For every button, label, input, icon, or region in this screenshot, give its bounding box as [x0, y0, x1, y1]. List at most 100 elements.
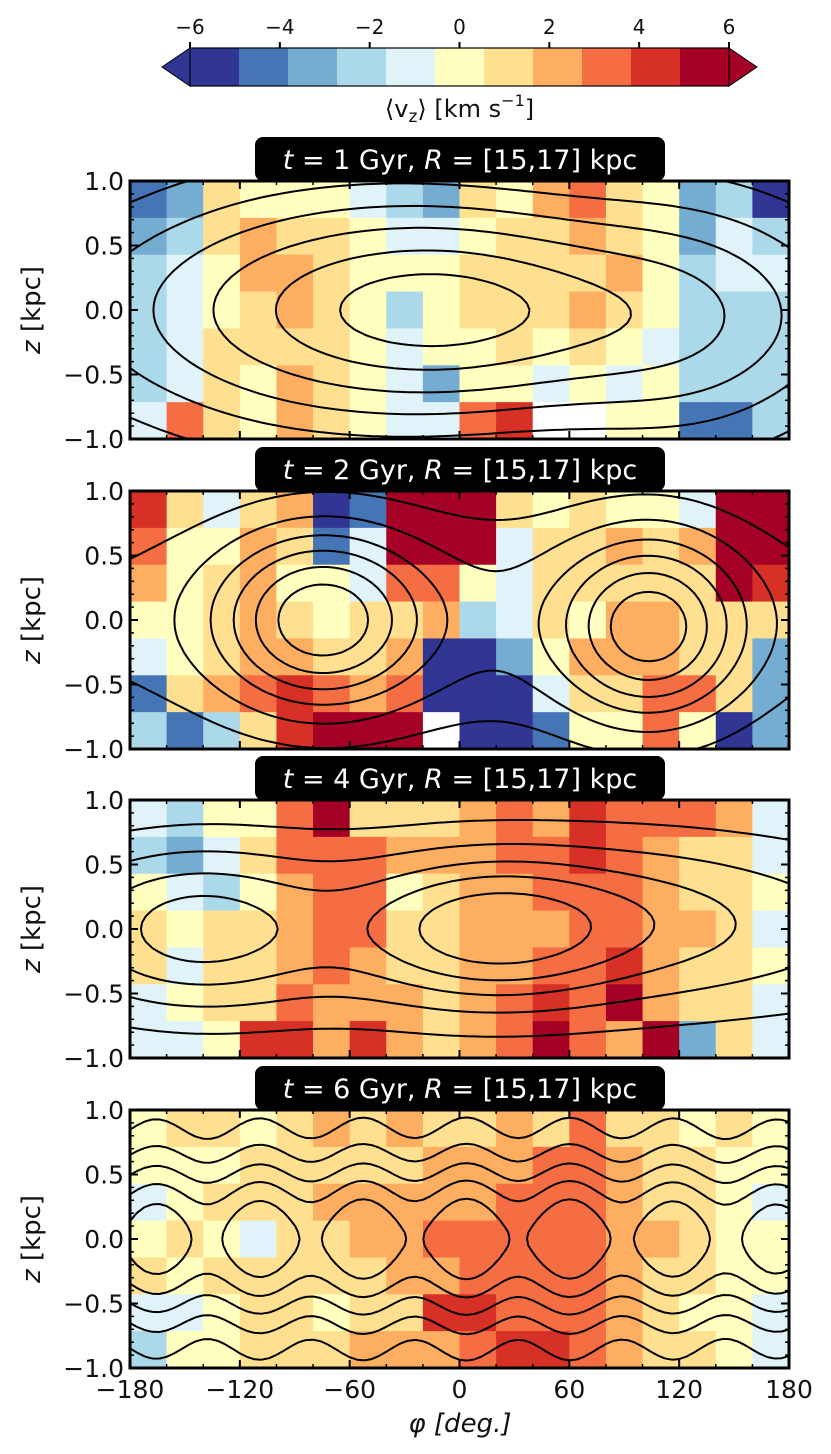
heatmap-cell — [239, 638, 278, 676]
heatmap-cell — [276, 836, 314, 875]
colorbar-tick-label: −6 — [175, 15, 204, 39]
density-contours — [130, 181, 789, 439]
heatmap-cell — [459, 836, 497, 875]
heatmap-cell — [569, 181, 607, 219]
heatmap-cell — [715, 1146, 753, 1185]
heatmap-cell — [276, 402, 314, 439]
heatmap-cell — [532, 328, 570, 366]
contour-line — [277, 583, 688, 663]
panel-title-box — [255, 447, 665, 491]
heatmap-cell — [605, 1331, 644, 1368]
heatmap-cell — [276, 873, 314, 912]
heatmap-cell — [642, 181, 680, 219]
heatmap-cell — [203, 947, 241, 985]
panel-title-box — [255, 137, 665, 181]
heatmap-cell — [459, 601, 497, 640]
heatmap-cell — [715, 638, 753, 676]
heatmap-cell — [422, 910, 461, 949]
heatmap-cell — [532, 564, 570, 603]
heatmap-cell — [605, 1021, 644, 1058]
heatmap-cell — [239, 291, 278, 330]
heatmap-cell — [569, 1257, 607, 1295]
heatmap-cell — [166, 984, 204, 1022]
colorbar-cell — [190, 48, 240, 86]
heatmap-cell — [532, 800, 570, 838]
y-tick-label: −1.0 — [63, 1044, 124, 1073]
heatmap-cell — [313, 836, 351, 875]
heatmap-cell — [679, 491, 717, 529]
heatmap-cell — [605, 254, 644, 293]
heatmap-cell — [386, 1331, 424, 1368]
heatmap-cell — [459, 1021, 497, 1058]
heatmap-cell — [569, 910, 607, 949]
heatmap-cell — [605, 836, 644, 875]
heatmap-cell — [166, 910, 204, 949]
heatmap-cell — [386, 254, 424, 293]
heatmap-cell — [166, 947, 204, 985]
heatmap-cell — [386, 365, 424, 403]
heatmap-cell — [569, 1220, 607, 1259]
heatmap-cell — [752, 1294, 789, 1332]
heatmap-cell — [349, 1021, 387, 1058]
contour-line — [130, 843, 789, 1014]
heatmap-cell — [239, 712, 278, 749]
heatmap-cell — [752, 402, 789, 439]
heatmap-cell — [459, 217, 497, 256]
heatmap-cell — [496, 836, 534, 875]
heatmap-cell — [313, 1294, 351, 1332]
colorbar-cell — [288, 48, 338, 86]
y-tick-label: 1.0 — [84, 167, 124, 196]
heatmap-cell — [496, 800, 534, 838]
heatmap-cell — [313, 873, 351, 912]
heatmap-cell — [605, 217, 644, 256]
y-tick-label: 0.0 — [84, 606, 124, 635]
heatmap-cell — [130, 491, 168, 529]
heatmap-cell — [313, 291, 351, 330]
x-tick-label: 60 — [553, 1375, 585, 1404]
y-tick-label: 0.0 — [84, 915, 124, 944]
heatmap-cell — [752, 836, 789, 875]
heatmap-cell — [422, 181, 461, 219]
contour-line — [130, 1116, 789, 1362]
heatmap-cell — [642, 800, 680, 838]
heatmap-cell — [532, 217, 570, 256]
heatmap-cell — [532, 1331, 570, 1368]
heatmap-cell — [532, 1021, 570, 1058]
heatmap-cell — [276, 564, 314, 603]
heatmap-cell — [313, 1257, 351, 1295]
heatmap-cell — [679, 1021, 717, 1058]
heatmap-cell — [642, 402, 680, 439]
density-contours — [130, 819, 789, 1038]
heatmap-cell — [569, 491, 607, 529]
heatmap-cell — [496, 638, 534, 676]
heatmap-panel: 1.0 0.5 0.0 −0.5 −1.0 z [kpc] t = 2 Gyr, R = [… — [17, 447, 791, 764]
heatmap-cell — [715, 254, 753, 293]
heatmap-cell — [386, 1146, 424, 1185]
contour-line — [130, 1142, 789, 1336]
panel-title: t = 6 Gyr, R = [15,17] kpc — [255, 1066, 665, 1110]
heatmap-cell — [642, 601, 680, 640]
heatmap-cell — [715, 712, 753, 749]
heatmap-cell — [642, 217, 680, 256]
heatmap-cell — [422, 638, 461, 676]
heatmap-panel: 1.0 0.5 0.0 −0.5 −1.0 z [kpc] t = 1 Gyr, R = [… — [17, 137, 791, 454]
heatmap-cell — [459, 800, 497, 838]
panel-title: t = 2 Gyr, R = [15,17] kpc — [255, 447, 665, 491]
contour-line — [339, 273, 531, 348]
heatmap-cell — [422, 1331, 461, 1368]
y-tick-label: 0.5 — [84, 851, 124, 880]
heatmap-cell — [532, 527, 570, 566]
colorbar-tick-label: −4 — [265, 15, 294, 39]
heatmap-cell — [715, 947, 753, 985]
heatmap-cells — [130, 800, 789, 1058]
heatmap-cell — [605, 910, 644, 949]
heatmap-cell — [715, 1021, 753, 1058]
heatmap-cell — [459, 527, 497, 566]
heatmap-cell — [532, 910, 570, 949]
heatmap-cell — [386, 800, 424, 838]
contour-line — [130, 182, 789, 438]
heatmap-cell — [605, 291, 644, 330]
heatmap-cell — [386, 402, 424, 439]
heatmap-cell — [349, 836, 387, 875]
heatmap-cell — [349, 800, 387, 838]
